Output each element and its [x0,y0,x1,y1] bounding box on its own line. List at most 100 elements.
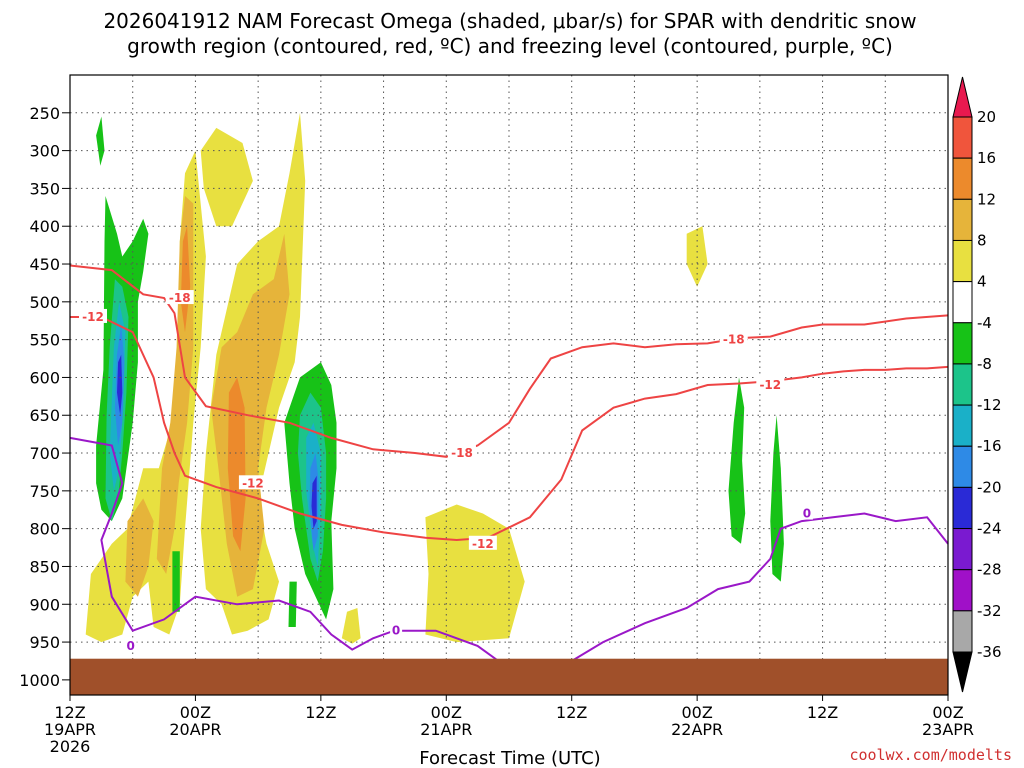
x-tick-label-84-0: 00Z [932,703,963,722]
colorbar-cell-11 [952,528,973,571]
x-tick-label-48-0: 12Z [556,703,587,722]
y-tick-label-900: 900 [29,595,60,614]
freezing-level-contour [69,436,949,662]
y-tick-label-650: 650 [29,406,60,425]
x-tick-label-36-1: 21APR [420,720,472,739]
x-tick-label-84-1: 23APR [922,720,974,739]
y-tick-label-750: 750 [29,482,60,501]
contour-label-6: -12 [759,378,781,392]
plot-area: -12 -18 -12 -18 -12 -18 -12 0 0 0 [69,74,949,696]
x-axis-label: Forecast Time (UTC) [419,748,600,768]
colorbar-cell-9 [952,445,973,488]
contour-label-bg-8 [390,622,403,637]
contour-label-bg-4 [468,535,497,550]
y-tick-label-950: 950 [29,633,60,652]
colorbar-cell-3 [952,198,973,241]
omega-region-16 [728,377,746,544]
contour-label-bg-2 [238,475,267,490]
colorbar-cell-13 [952,610,973,653]
colorbar-cell-10 [952,486,973,530]
omega-region-17 [770,415,784,582]
x-tick-label-60-0: 00Z [681,703,712,722]
title-line-2: growth region (contoured, red, ºC) and f… [127,34,893,58]
y-tick-label-450: 450 [29,255,60,274]
y-tick-label-250: 250 [29,104,60,123]
surface [70,658,948,695]
x-tick-label-12-0: 00Z [180,703,211,722]
credit-text: coolwx.com/modelts [849,746,1012,764]
contour-label-1: -18 [169,291,191,305]
colorbar-label-12: -32 [977,602,1002,620]
omega-region-10 [180,226,191,333]
contour-label-bg-0 [78,308,107,323]
x-tick-label-0-2: 2026 [50,737,91,756]
colorbar-cell-7 [952,363,973,406]
contour-label-bg-9 [800,505,813,520]
y-tick-label-800: 800 [29,520,60,539]
colorbar-cell-6 [952,322,973,365]
colorbar: 20 16 12 8 4 -4 -8 -12 -16 -20 -24 -28 -32 -36 [952,76,1002,693]
contour-label-bg-3 [447,445,476,460]
colorbar-label-11: -28 [977,561,1002,579]
y-tick-label-600: 600 [29,368,60,387]
y-axis: 250 300 350 400 450 500 550 600 650 700 750 800 850 9… [19,104,70,690]
contour-label-bg-7 [124,637,137,652]
colorbar-label-0: 20 [977,108,996,126]
colorbar-label-1: 16 [977,149,996,167]
y-tick-label-400: 400 [29,217,60,236]
colorbar-label-9: -20 [977,478,1002,496]
x-tick-label-0-1: 19APR [44,720,96,739]
omega-region-1 [85,150,206,643]
omega-region-24 [117,354,123,416]
omega-region-0 [200,127,253,227]
x-tick-label-0-0: 12Z [54,703,85,722]
contour-label-bg-5 [719,331,748,346]
omega-region-8 [125,498,154,597]
colorbar-label-10: -24 [977,520,1002,538]
colorbar-cell-4 [952,239,973,283]
x-tick-label-60-1: 22APR [671,720,723,739]
y-tick-label-550: 550 [29,331,60,350]
y-tick-label-350: 350 [29,179,60,198]
contour-label-0: -12 [82,310,104,324]
y-tick-label-500: 500 [29,293,60,312]
contour-label-3: -18 [451,446,473,460]
contour-label-4: -12 [472,537,494,551]
omega-shading [85,112,784,644]
colorbar-cell-2 [952,157,973,200]
omega-region-9 [227,377,246,552]
surface-fill [70,658,948,695]
colorbar-cell-5 [952,281,973,324]
contour-label-7: 0 [126,639,134,653]
colorbar-label-6: -8 [977,355,992,373]
colorbar-cell-8 [952,404,973,447]
x-tick-label-36-0: 00Z [431,703,462,722]
contour-label-2: -12 [242,476,264,490]
contour-label-8: 0 [392,624,400,638]
contour-label-5: -18 [723,333,745,347]
omega-region-11 [96,116,105,166]
contours: -12 -18 -12 -18 -12 -18 -12 0 0 0 [69,264,949,662]
x-tick-label-12-1: 20APR [169,720,221,739]
y-tick-label-300: 300 [29,142,60,161]
omega-region-4 [686,226,708,287]
omega-region-14 [172,551,180,612]
dgz-minus18-contour [69,264,949,458]
contour-label-9: 0 [803,507,811,521]
plot-frame [69,74,949,696]
colorbar-label-8: -16 [977,437,1002,455]
y-tick-label-700: 700 [29,444,60,463]
colorbar-bottom-arrow [952,651,973,693]
omega-region-5 [341,608,361,644]
y-tick-label-850: 850 [29,557,60,576]
x-tick-label-24-0: 12Z [305,703,336,722]
omega-region-25 [311,475,317,529]
omega-region-15 [288,581,297,627]
dgz-minus12-contour [70,316,949,542]
x-tick-label-72-0: 12Z [807,703,838,722]
colorbar-cell-12 [952,569,973,612]
colorbar-label-2: 12 [977,190,996,208]
colorbar-cell-1 [952,116,973,159]
